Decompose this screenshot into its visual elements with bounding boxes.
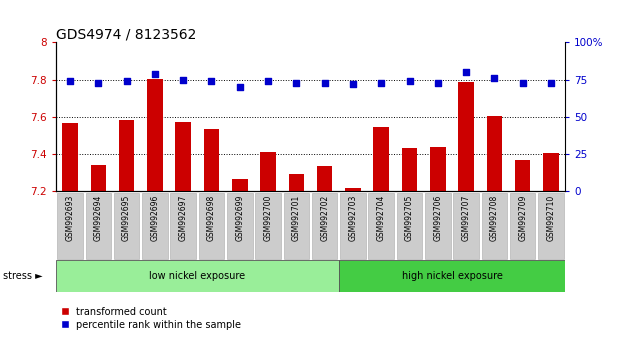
Bar	[430, 148, 446, 191]
Point	[461, 69, 471, 75]
FancyBboxPatch shape	[284, 193, 309, 259]
FancyBboxPatch shape	[114, 193, 139, 259]
Text: GDS4974 / 8123562: GDS4974 / 8123562	[56, 27, 196, 41]
Text: GSM992699: GSM992699	[235, 195, 244, 241]
FancyBboxPatch shape	[142, 193, 168, 259]
FancyBboxPatch shape	[199, 193, 224, 259]
Text: stress ►: stress ►	[3, 271, 43, 281]
Point	[122, 78, 132, 84]
Text: GSM992703: GSM992703	[348, 195, 358, 241]
FancyBboxPatch shape	[170, 193, 196, 259]
Text: GSM992706: GSM992706	[433, 195, 442, 241]
FancyBboxPatch shape	[86, 193, 111, 259]
Bar	[487, 116, 502, 191]
Bar	[119, 120, 134, 191]
FancyBboxPatch shape	[397, 193, 422, 259]
Bar	[317, 166, 332, 191]
FancyBboxPatch shape	[56, 260, 339, 292]
Bar	[91, 165, 106, 191]
Text: GSM992695: GSM992695	[122, 195, 131, 241]
Point	[291, 80, 301, 85]
Point	[348, 81, 358, 87]
Legend: transformed count, percentile rank within the sample: transformed count, percentile rank withi…	[61, 307, 242, 330]
Text: GSM992710: GSM992710	[546, 195, 555, 241]
Point	[65, 78, 75, 84]
Point	[433, 80, 443, 85]
Text: GSM992697: GSM992697	[179, 195, 188, 241]
Text: GSM992702: GSM992702	[320, 195, 329, 241]
Bar	[373, 127, 389, 191]
Bar	[204, 129, 219, 191]
Text: high nickel exposure: high nickel exposure	[402, 271, 502, 281]
FancyBboxPatch shape	[57, 193, 83, 259]
Point	[263, 78, 273, 84]
Bar	[175, 122, 191, 191]
Bar	[402, 148, 417, 191]
Point	[93, 80, 103, 85]
FancyBboxPatch shape	[510, 193, 535, 259]
Bar	[515, 160, 530, 191]
Bar	[62, 123, 78, 191]
Text: GSM992698: GSM992698	[207, 195, 216, 241]
Text: GSM992696: GSM992696	[150, 195, 160, 241]
Text: GSM992701: GSM992701	[292, 195, 301, 241]
FancyBboxPatch shape	[538, 193, 564, 259]
Bar	[232, 179, 248, 191]
Bar	[458, 81, 474, 191]
Text: GSM992709: GSM992709	[518, 195, 527, 241]
Point	[518, 80, 528, 85]
Point	[376, 80, 386, 85]
Point	[404, 78, 414, 84]
Point	[489, 75, 499, 81]
Bar	[260, 152, 276, 191]
Point	[150, 71, 160, 76]
Text: GSM992708: GSM992708	[490, 195, 499, 241]
Text: GSM992693: GSM992693	[66, 195, 75, 241]
Text: GSM992705: GSM992705	[405, 195, 414, 241]
FancyBboxPatch shape	[255, 193, 281, 259]
Point	[235, 84, 245, 90]
Text: GSM992707: GSM992707	[461, 195, 471, 241]
FancyBboxPatch shape	[368, 193, 394, 259]
Point	[320, 80, 330, 85]
Text: GSM992704: GSM992704	[377, 195, 386, 241]
Text: GSM992700: GSM992700	[263, 195, 273, 241]
FancyBboxPatch shape	[339, 260, 565, 292]
FancyBboxPatch shape	[227, 193, 253, 259]
FancyBboxPatch shape	[453, 193, 479, 259]
FancyBboxPatch shape	[482, 193, 507, 259]
FancyBboxPatch shape	[425, 193, 451, 259]
Point	[546, 80, 556, 85]
Bar	[543, 153, 559, 191]
Bar	[345, 188, 361, 191]
Point	[178, 77, 188, 82]
FancyBboxPatch shape	[340, 193, 366, 259]
FancyBboxPatch shape	[312, 193, 337, 259]
Bar	[147, 79, 163, 191]
Text: low nickel exposure: low nickel exposure	[149, 271, 245, 281]
Bar	[289, 173, 304, 191]
Point	[207, 78, 217, 84]
Text: GSM992694: GSM992694	[94, 195, 103, 241]
